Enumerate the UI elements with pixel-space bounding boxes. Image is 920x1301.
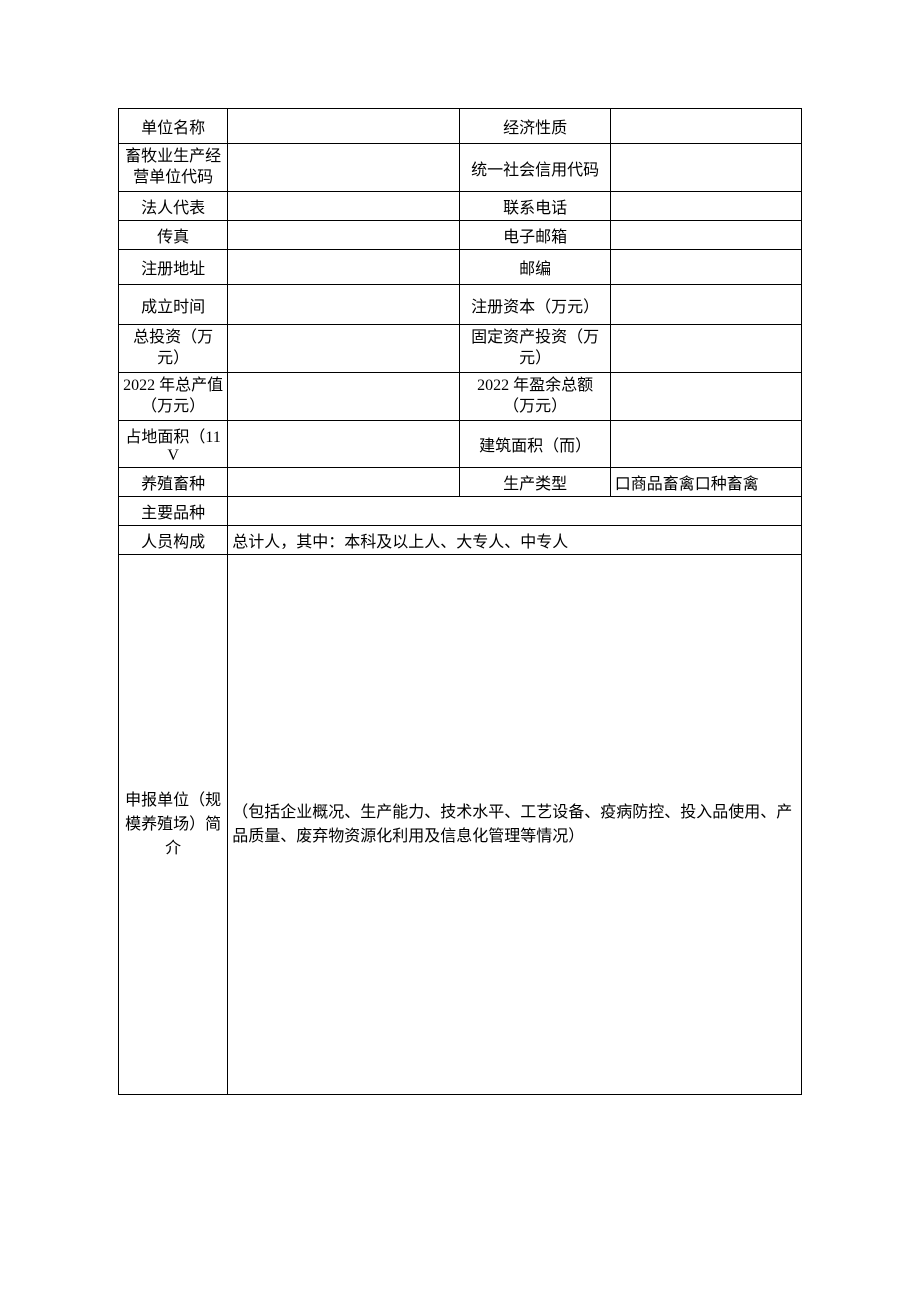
value-total-output-2022: [228, 373, 460, 421]
label-social-credit-code: 统一社会信用代码: [460, 144, 610, 192]
table-row: 成立时间 注册资本（万元）: [119, 285, 802, 325]
label-postcode: 邮编: [460, 250, 610, 285]
label-husbandry-unit-code: 畜牧业生产经营单位代码: [119, 144, 228, 192]
label-reg-capital: 注册资本（万元）: [460, 285, 610, 325]
label-total-output-2022: 2022 年总产值（万元）: [119, 373, 228, 421]
table-row: 单位名称 经济性质: [119, 109, 802, 144]
value-unit-name: [228, 109, 460, 144]
label-economic-nature: 经济性质: [460, 109, 610, 144]
table-row: 占地面积（11V 建筑面积（而）: [119, 421, 802, 468]
table-row: 养殖畜种 生产类型 口商品畜禽口种畜禽: [119, 468, 802, 497]
table-row: 传真 电子邮箱: [119, 221, 802, 250]
value-reg-capital: [610, 285, 801, 325]
label-personnel: 人员构成: [119, 526, 228, 555]
value-personnel: 总计人，其中：本科及以上人、大专人、中专人: [228, 526, 802, 555]
value-fax: [228, 221, 460, 250]
label-fixed-asset: 固定资产投资（万元）: [460, 325, 610, 373]
value-phone: [610, 192, 801, 221]
label-email: 电子邮箱: [460, 221, 610, 250]
value-building-area: [610, 421, 801, 468]
label-est-date: 成立时间: [119, 285, 228, 325]
label-legal-rep: 法人代表: [119, 192, 228, 221]
label-reg-address: 注册地址: [119, 250, 228, 285]
table-row: 主要品种: [119, 497, 802, 526]
value-husbandry-unit-code: [228, 144, 460, 192]
label-unit-intro: 申报单位（规模养殖场）简介: [119, 555, 228, 1095]
application-form-table: 单位名称 经济性质 畜牧业生产经营单位代码 统一社会信用代码 法人代表 联系电话…: [118, 108, 802, 1095]
table-row: 申报单位（规模养殖场）简介 （包括企业概况、生产能力、技术水平、工艺设备、疫病防…: [119, 555, 802, 1095]
label-main-variety: 主要品种: [119, 497, 228, 526]
label-total-investment: 总投资（万元）: [119, 325, 228, 373]
value-production-type: 口商品畜禽口种畜禽: [610, 468, 801, 497]
value-land-area: [228, 421, 460, 468]
value-legal-rep: [228, 192, 460, 221]
label-unit-name: 单位名称: [119, 109, 228, 144]
value-unit-intro: （包括企业概况、生产能力、技术水平、工艺设备、疫病防控、投入品使用、产品质量、废…: [228, 555, 802, 1095]
label-fax: 传真: [119, 221, 228, 250]
value-total-investment: [228, 325, 460, 373]
label-surplus-2022: 2022 年盈余总额（万元）: [460, 373, 610, 421]
label-land-area: 占地面积（11V: [119, 421, 228, 468]
label-species: 养殖畜种: [119, 468, 228, 497]
label-phone: 联系电话: [460, 192, 610, 221]
table-row: 注册地址 邮编: [119, 250, 802, 285]
table-row: 法人代表 联系电话: [119, 192, 802, 221]
table-row: 总投资（万元） 固定资产投资（万元）: [119, 325, 802, 373]
table-row: 人员构成 总计人，其中：本科及以上人、大专人、中专人: [119, 526, 802, 555]
table-row: 畜牧业生产经营单位代码 统一社会信用代码: [119, 144, 802, 192]
value-reg-address: [228, 250, 460, 285]
value-email: [610, 221, 801, 250]
value-surplus-2022: [610, 373, 801, 421]
value-est-date: [228, 285, 460, 325]
value-postcode: [610, 250, 801, 285]
value-main-variety: [228, 497, 802, 526]
value-economic-nature: [610, 109, 801, 144]
label-building-area: 建筑面积（而）: [460, 421, 610, 468]
value-fixed-asset: [610, 325, 801, 373]
table-row: 2022 年总产值（万元） 2022 年盈余总额（万元）: [119, 373, 802, 421]
value-social-credit-code: [610, 144, 801, 192]
label-production-type: 生产类型: [460, 468, 610, 497]
value-species: [228, 468, 460, 497]
